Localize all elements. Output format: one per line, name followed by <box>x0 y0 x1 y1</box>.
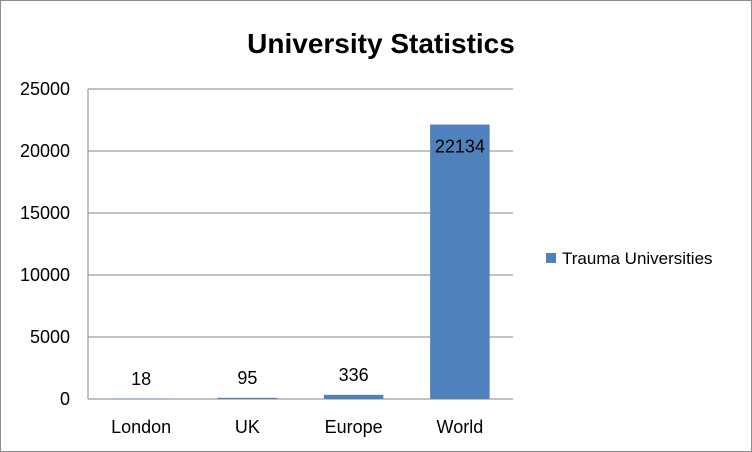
x-category-label: Europe <box>325 417 383 437</box>
y-tick-label: 5000 <box>30 327 70 347</box>
legend-label: Trauma Universities <box>562 249 713 268</box>
bar <box>430 124 490 400</box>
x-category-label: London <box>111 417 171 437</box>
x-category-label: UK <box>235 417 260 437</box>
data-label: 18 <box>131 369 151 389</box>
x-category-label: World <box>437 417 484 437</box>
y-tick-label: 20000 <box>20 141 70 161</box>
bars <box>111 124 490 400</box>
data-label: 22134 <box>435 137 485 157</box>
bar <box>217 397 278 399</box>
x-axis-categories: London UK Europe World <box>111 417 483 437</box>
bar <box>111 398 171 400</box>
chart-title: University Statistics <box>247 28 515 59</box>
data-label: 336 <box>339 365 369 385</box>
legend: Trauma Universities <box>546 249 713 268</box>
data-labels: 18 95 336 22134 <box>131 137 485 389</box>
y-tick-label: 0 <box>60 389 70 409</box>
data-label: 95 <box>237 368 257 388</box>
y-tick-label: 10000 <box>20 265 70 285</box>
y-tick-label: 15000 <box>20 203 70 223</box>
legend-swatch <box>546 253 556 263</box>
y-tick-label: 25000 <box>20 79 70 99</box>
bar <box>323 394 384 399</box>
y-axis-ticks: 0 5000 10000 15000 20000 25000 <box>20 79 70 409</box>
